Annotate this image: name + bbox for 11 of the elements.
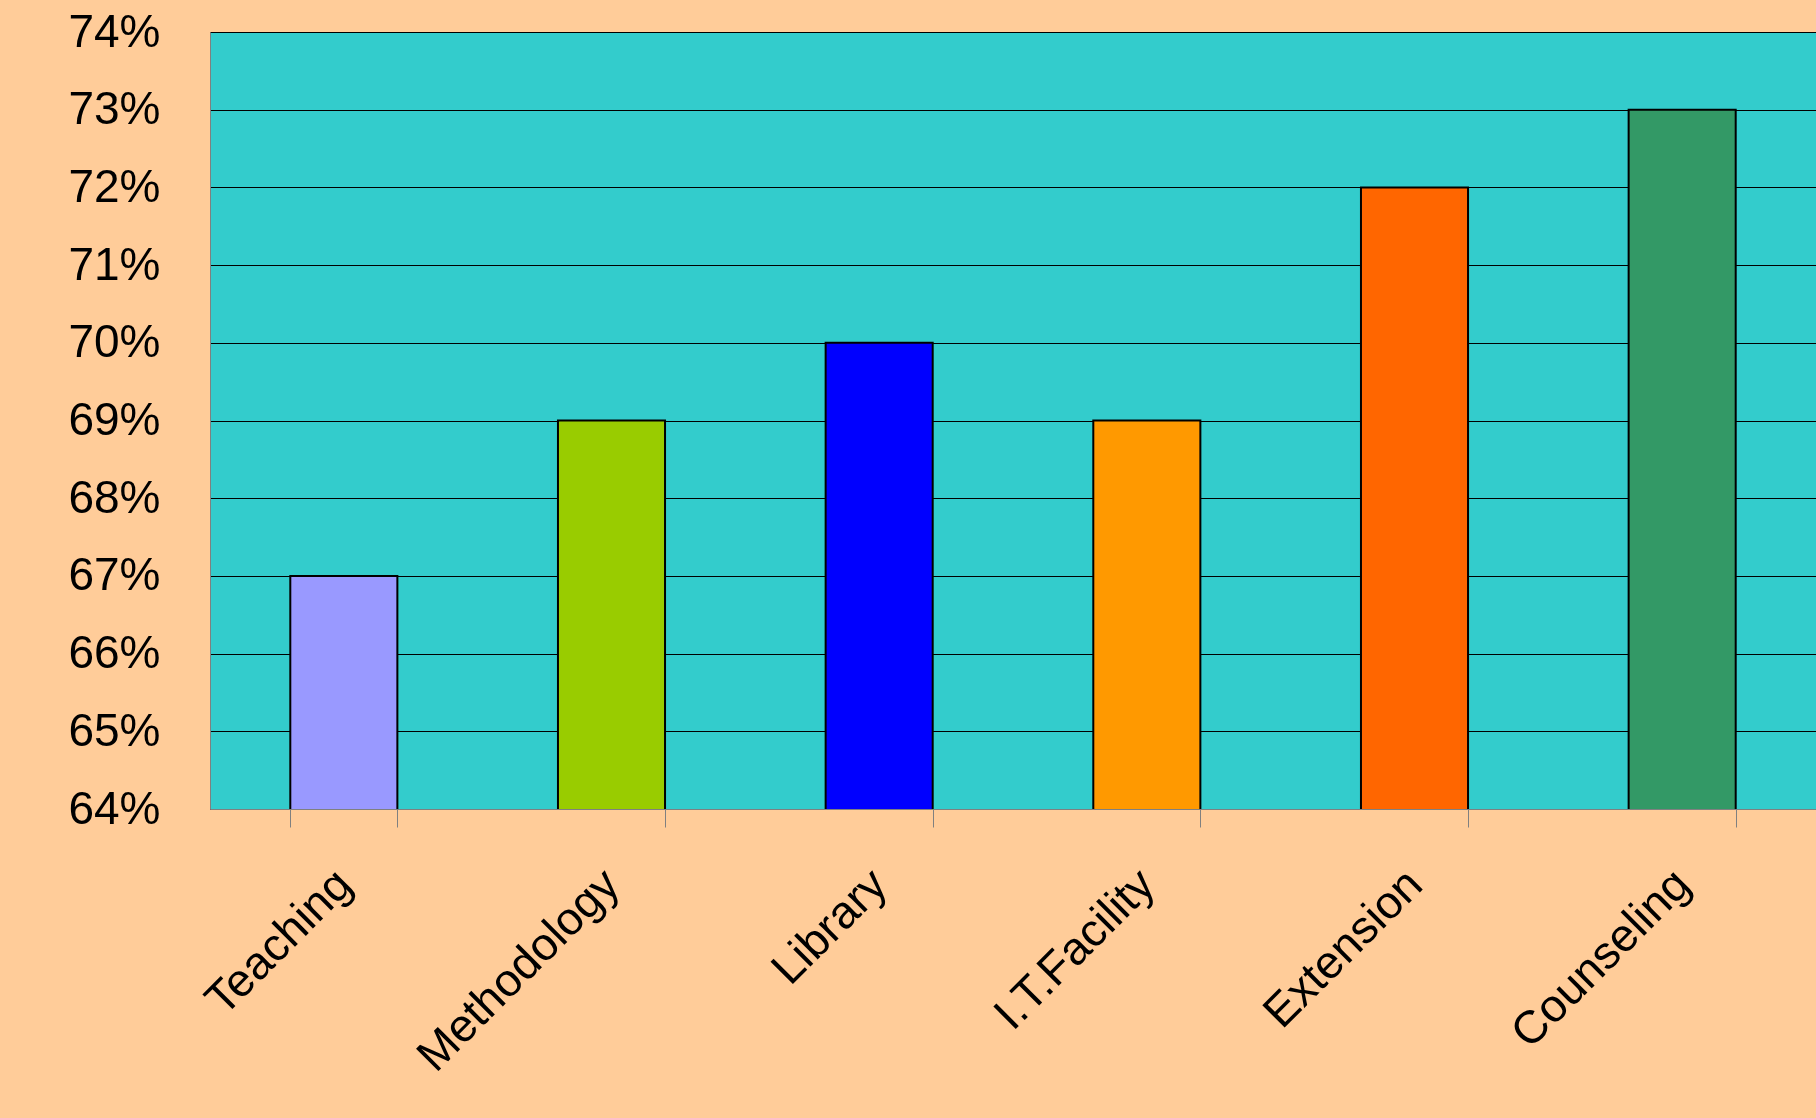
- y-tick-label: 72%: [68, 159, 161, 212]
- y-tick-label: 66%: [68, 626, 161, 679]
- y-tick-label: 64%: [68, 781, 161, 834]
- y-tick-label: 68%: [68, 470, 161, 523]
- y-tick-label: 65%: [68, 703, 161, 756]
- y-tick-label: 74%: [68, 4, 161, 57]
- y-tick-label: 71%: [68, 237, 161, 290]
- y-tick-label: 69%: [68, 393, 161, 445]
- y-tick-label: 70%: [68, 315, 161, 368]
- y-tick-label: 67%: [68, 548, 161, 601]
- y-tick-label: 73%: [68, 82, 161, 135]
